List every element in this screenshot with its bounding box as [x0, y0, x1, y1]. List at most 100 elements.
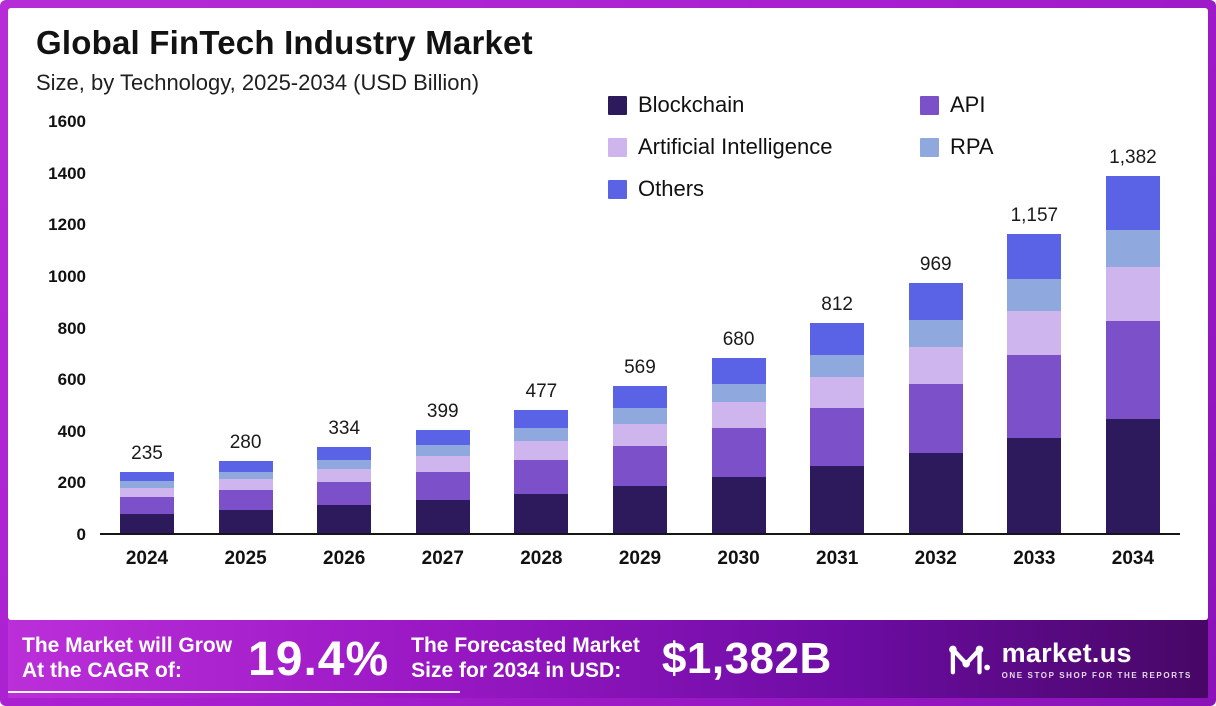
legend-swatch-icon	[608, 95, 627, 115]
chart-card: Global FinTech Industry Market Size, by …	[8, 8, 1208, 620]
bar-segment-others	[1007, 234, 1062, 280]
stacked-bar	[908, 282, 963, 533]
forecast-label-line1: The Forecasted Market	[411, 634, 640, 658]
brand-tagline: ONE STOP SHOP FOR THE REPORTS	[1001, 671, 1192, 680]
bar-column-2028: 477	[506, 122, 576, 533]
bars-row: 235 280 334 399 477 569 680 812 969 1,157 1,382	[100, 122, 1180, 535]
legend-label: Artificial Intelligence	[638, 134, 833, 159]
bar-segment-artificial-intelligence	[218, 479, 273, 490]
bar-segment-blockchain	[218, 509, 273, 533]
x-tick-label: 2025	[224, 548, 267, 569]
bar-segment-api	[1007, 355, 1062, 438]
bar-column-2031: 812	[802, 122, 872, 533]
bar-total-label: 477	[525, 380, 558, 402]
bar-segment-rpa	[317, 459, 372, 469]
bar-segment-artificial-intelligence	[711, 402, 766, 429]
bar-total-label: 1,157	[1010, 205, 1059, 227]
stacked-bar	[612, 386, 667, 533]
bar-segment-blockchain	[514, 493, 569, 533]
bar-column-2025: 280	[211, 122, 281, 533]
x-tick-label: 2028	[520, 548, 563, 569]
bar-column-2030: 680	[704, 122, 774, 533]
bar-total-label: 812	[821, 294, 853, 316]
bar-segment-artificial-intelligence	[1105, 267, 1160, 321]
bar-segment-rpa	[612, 408, 667, 424]
bar-segment-others	[711, 357, 766, 384]
stacked-bar	[415, 430, 470, 533]
bar-segment-rpa	[218, 471, 273, 480]
bar-segment-artificial-intelligence	[514, 441, 569, 460]
bar-segment-artificial-intelligence	[317, 468, 372, 482]
legend-item-api: API	[920, 92, 994, 118]
bar-total-label: 680	[722, 328, 755, 350]
bar-column-2034: 1,382	[1098, 122, 1168, 533]
bar-segment-blockchain	[120, 513, 174, 533]
bar-segment-others	[908, 282, 963, 321]
stacked-bar	[120, 472, 174, 533]
legend-item-artificial-intelligence: Artificial Intelligence	[608, 134, 920, 160]
bar-total-label: 569	[624, 357, 656, 379]
bar-segment-api	[218, 489, 273, 510]
legend: Blockchain API Artificial Intelligence RPA O…	[608, 92, 994, 202]
legend-swatch-icon	[608, 179, 627, 199]
bar-segment-others	[810, 323, 865, 355]
bar-total-label: 334	[328, 417, 361, 439]
legend-label: API	[950, 92, 986, 117]
stacked-bar	[1105, 176, 1160, 533]
bar-column-2027: 399	[408, 122, 478, 533]
forecast-label-line2: Size for 2034 in USD:	[411, 659, 622, 682]
bar-segment-rpa	[711, 383, 766, 403]
banner-underline	[8, 691, 460, 693]
stacked-bar	[711, 357, 766, 533]
x-tick-label: 2033	[1013, 548, 1056, 569]
bar-segment-api	[1105, 320, 1160, 419]
brand-block: market.us ONE STOP SHOP FOR THE REPORTS	[948, 638, 1192, 681]
legend-item-rpa: RPA	[920, 134, 994, 160]
bar-total-label: 399	[426, 401, 459, 423]
bar-segment-artificial-intelligence	[1007, 310, 1062, 356]
bar-total-label: 280	[229, 431, 262, 453]
bar-segment-artificial-intelligence	[810, 376, 865, 409]
bar-segment-rpa	[1105, 230, 1160, 268]
forecast-value: $1,382B	[661, 634, 832, 683]
legend-item-blockchain: Blockchain	[608, 92, 920, 118]
x-tick-label: 2029	[618, 548, 662, 569]
bar-column-2026: 334	[309, 122, 379, 533]
bar-total-label: 969	[919, 253, 952, 275]
bar-segment-others	[612, 386, 667, 409]
bar-segment-api	[317, 481, 372, 506]
bar-segment-blockchain	[908, 452, 963, 533]
chart-subtitle: Size, by Technology, 2025-2034 (USD Bill…	[36, 70, 480, 95]
stacked-bar	[218, 460, 273, 533]
bar-segment-others	[415, 430, 470, 446]
bar-segment-api	[908, 384, 963, 453]
bar-segment-rpa	[908, 320, 963, 347]
bar-segment-artificial-intelligence	[415, 456, 470, 472]
chart: 1600 1400 1200 1000 800 600 400 200 0 235 280 334 3…	[36, 112, 1180, 570]
bar-segment-artificial-intelligence	[612, 423, 667, 446]
bar-segment-rpa	[120, 481, 174, 488]
x-tick-label: 2027	[421, 548, 464, 569]
cagr-label-line2: At the CAGR of:	[22, 659, 182, 682]
brand-text: market.us ONE STOP SHOP FOR THE REPORTS	[1002, 638, 1192, 680]
legend-label: RPA	[950, 134, 994, 159]
cagr-label: The Market will Grow At the CAGR of:	[22, 634, 232, 684]
bar-segment-blockchain	[317, 505, 372, 533]
legend-item-others: Others	[608, 176, 920, 202]
x-axis: 2024 2025 2026 2027 2028 2029 2030 2031 2032 2033…	[100, 548, 1180, 570]
chart-title: Global FinTech Industry Market	[36, 24, 533, 61]
bar-column-2033: 1,157	[999, 122, 1069, 533]
bar-segment-rpa	[415, 445, 470, 457]
brand-name: market.us	[1001, 638, 1132, 668]
bar-column-2029: 569	[605, 122, 675, 533]
bar-segment-rpa	[810, 354, 865, 377]
bar-total-label: 235	[131, 443, 163, 465]
x-tick-label: 2031	[816, 548, 859, 569]
x-tick-label: 2030	[717, 548, 760, 569]
bar-segment-blockchain	[1105, 418, 1160, 533]
legend-label: Others	[638, 176, 705, 201]
legend-swatch-icon	[608, 137, 627, 157]
x-tick-label: 2024	[125, 548, 169, 569]
footer-banner: The Market will Grow At the CAGR of: 19.…	[8, 620, 1208, 698]
bar-segment-blockchain	[415, 499, 470, 533]
